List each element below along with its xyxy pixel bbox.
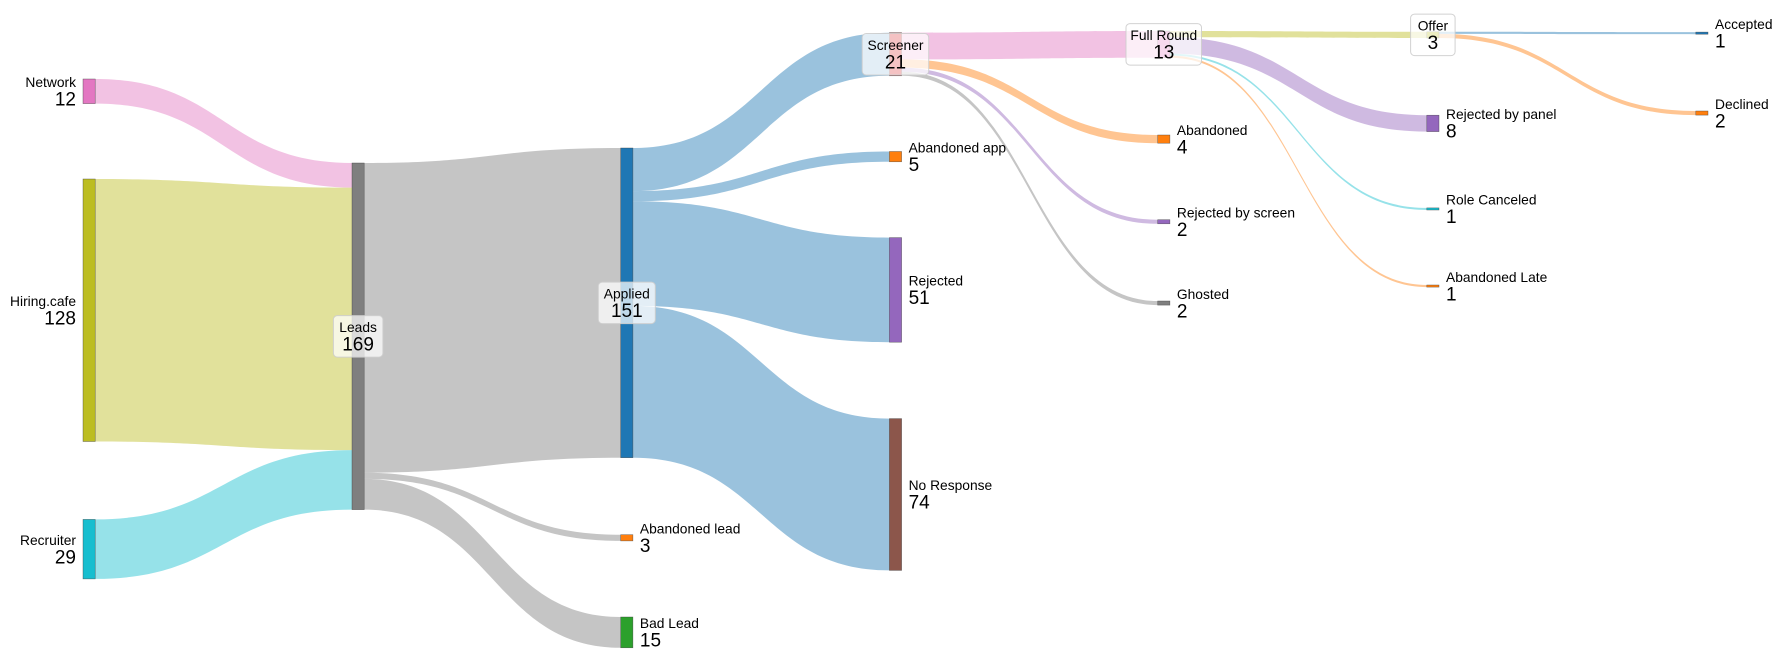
svg-text:2: 2: [1177, 220, 1188, 241]
svg-text:Abandoned: Abandoned: [1177, 123, 1248, 138]
svg-text:Rejected: Rejected: [909, 274, 963, 289]
svg-text:No Response: No Response: [909, 478, 993, 493]
svg-text:21: 21: [885, 53, 906, 74]
svg-text:Declined: Declined: [1715, 97, 1769, 112]
svg-text:Full Round: Full Round: [1130, 28, 1197, 43]
svg-text:Rejected by panel: Rejected by panel: [1446, 107, 1556, 122]
svg-text:1: 1: [1446, 207, 1457, 228]
svg-text:2: 2: [1715, 111, 1726, 132]
svg-text:Network: Network: [25, 75, 76, 90]
svg-text:Ghosted: Ghosted: [1177, 287, 1229, 302]
svg-text:3: 3: [640, 536, 651, 557]
svg-text:Abandoned Late: Abandoned Late: [1446, 270, 1548, 285]
svg-text:13: 13: [1153, 43, 1174, 64]
svg-text:1: 1: [1446, 284, 1457, 305]
svg-text:Role Canceled: Role Canceled: [1446, 193, 1537, 208]
svg-text:74: 74: [909, 493, 931, 514]
svg-text:1: 1: [1715, 31, 1726, 52]
svg-text:151: 151: [611, 301, 643, 322]
svg-text:Abandoned lead: Abandoned lead: [640, 522, 741, 537]
svg-text:8: 8: [1446, 122, 1457, 143]
svg-text:3: 3: [1428, 33, 1439, 54]
svg-text:Recruiter: Recruiter: [20, 533, 76, 548]
svg-text:4: 4: [1177, 137, 1188, 158]
svg-text:Bad Lead: Bad Lead: [640, 616, 699, 631]
svg-text:12: 12: [55, 90, 76, 111]
svg-text:15: 15: [640, 631, 661, 652]
svg-text:29: 29: [55, 547, 76, 568]
svg-text:Leads: Leads: [339, 320, 377, 335]
svg-text:128: 128: [44, 309, 76, 330]
svg-text:169: 169: [342, 335, 374, 356]
svg-text:Screener: Screener: [868, 38, 924, 53]
svg-text:2: 2: [1177, 301, 1188, 322]
svg-text:Offer: Offer: [1418, 19, 1449, 34]
svg-text:51: 51: [909, 288, 930, 309]
svg-text:Accepted: Accepted: [1715, 17, 1773, 32]
svg-text:Rejected by screen: Rejected by screen: [1177, 206, 1295, 221]
svg-text:5: 5: [909, 155, 920, 176]
svg-text:Hiring.cafe: Hiring.cafe: [10, 294, 76, 309]
svg-text:Applied: Applied: [604, 287, 650, 302]
svg-text:Abandoned app: Abandoned app: [909, 140, 1007, 155]
